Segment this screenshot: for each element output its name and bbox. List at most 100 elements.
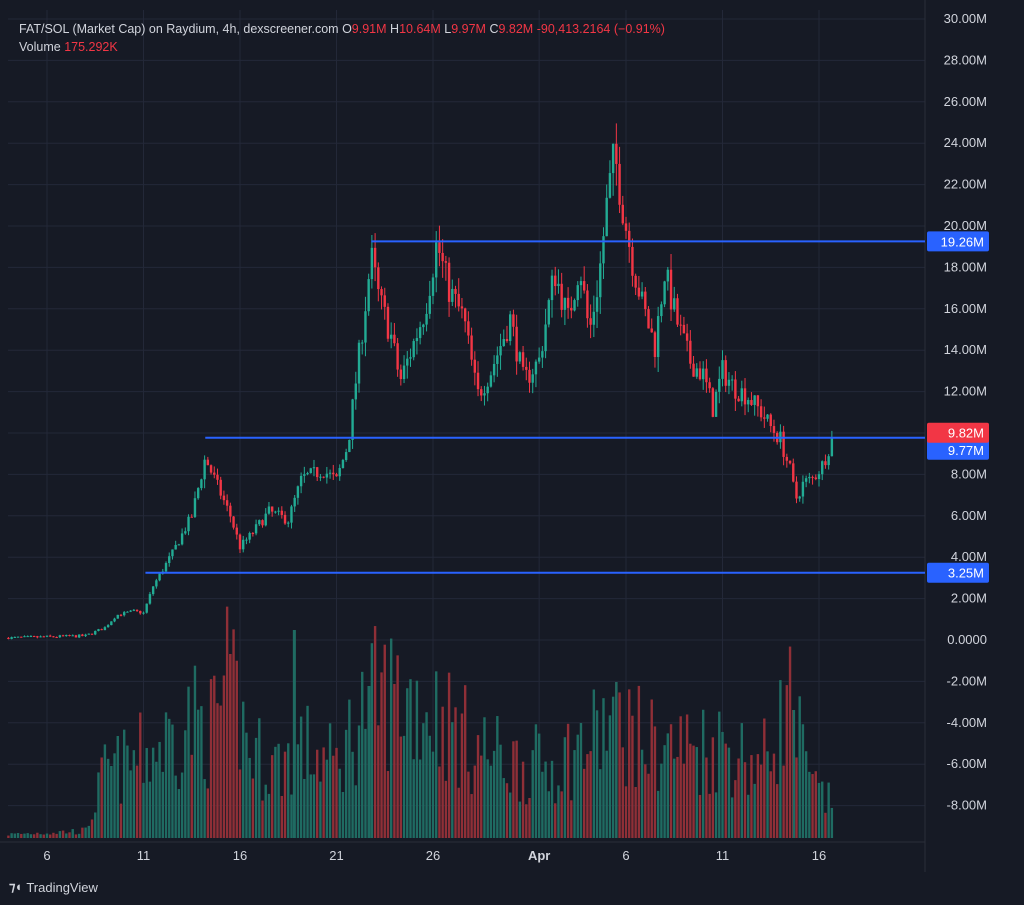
volume-bar xyxy=(370,643,374,838)
candle-body xyxy=(435,242,438,278)
volume-bar xyxy=(235,660,238,838)
volume-bar xyxy=(570,800,573,838)
volume-bar xyxy=(184,730,187,838)
candle-body xyxy=(644,291,647,310)
volume-bar xyxy=(779,680,782,838)
price-badge xyxy=(927,439,989,460)
y-tick-label: -4.00M xyxy=(947,715,987,730)
y-tick-label: 22.00M xyxy=(944,177,987,192)
candle-body xyxy=(293,497,296,507)
y-tick-label: -8.00M xyxy=(947,798,987,813)
candle-body xyxy=(711,388,715,417)
candle-body xyxy=(396,343,399,370)
x-tick-label: 21 xyxy=(329,848,343,863)
candle-body xyxy=(814,477,817,480)
volume-bar xyxy=(219,705,222,838)
volume-bar xyxy=(303,778,306,838)
candle-body xyxy=(509,314,512,342)
candle-body xyxy=(695,368,698,377)
candle-body xyxy=(547,300,550,325)
candle-body xyxy=(338,468,341,477)
symbol-title[interactable]: FAT/SOL (Market Cap) on Raydium, 4h, dex… xyxy=(19,22,339,36)
volume-bar xyxy=(817,782,821,838)
candle-body xyxy=(383,295,386,307)
candle-body xyxy=(367,279,370,312)
volume-bar xyxy=(49,834,52,838)
volume-row: Volume 175.292K xyxy=(19,38,665,56)
candle-body xyxy=(637,287,641,297)
high-value: 10.64M xyxy=(399,22,441,36)
volume-bar xyxy=(669,724,673,838)
candle-body xyxy=(499,346,502,356)
candle-body xyxy=(418,327,422,339)
candle-body xyxy=(821,461,824,475)
volume-bar xyxy=(171,724,174,838)
volume-bar xyxy=(460,713,464,838)
volume-bar xyxy=(213,675,216,838)
volume-bar xyxy=(68,832,71,838)
volume-bar xyxy=(106,758,110,838)
candle-body xyxy=(58,635,62,638)
candle-body xyxy=(364,311,367,343)
candle-body xyxy=(377,267,380,290)
candle-body xyxy=(737,398,740,402)
volume-bar xyxy=(309,774,312,838)
candle-body xyxy=(537,357,541,362)
candle-body xyxy=(26,636,29,638)
volume-bar xyxy=(557,785,560,838)
volume-bar xyxy=(785,685,789,838)
volume-bar xyxy=(451,722,454,838)
volume-bar xyxy=(123,729,126,838)
volume-bar xyxy=(447,672,451,838)
candle-body xyxy=(341,460,345,469)
volume-bar xyxy=(61,830,65,838)
y-axis[interactable]: 30.00M 28.00M 26.00M 24.00M 22.00M 20.00M 18.0… xyxy=(944,11,987,813)
candle-body xyxy=(599,263,602,298)
candle-body xyxy=(766,414,769,419)
volume-bar xyxy=(280,795,284,838)
volume-bar xyxy=(209,679,213,838)
volume-bar xyxy=(389,638,393,838)
footer[interactable]: ⁊◖ TradingView xyxy=(9,879,98,895)
candle-body xyxy=(16,636,20,638)
candle-body xyxy=(740,388,743,402)
volume-bar xyxy=(618,692,621,838)
price-badge-label: 19.26M xyxy=(941,234,984,249)
y-tick-label: 2.00M xyxy=(951,591,987,606)
volume-bar xyxy=(13,833,17,838)
volume-bar xyxy=(454,707,457,838)
volume-bar xyxy=(319,781,322,838)
candle-body xyxy=(319,476,322,478)
candle-body xyxy=(608,173,612,198)
volume-bar xyxy=(579,722,583,838)
candle-body xyxy=(332,472,335,475)
candle-body xyxy=(148,594,152,604)
candle-body xyxy=(222,495,226,501)
candle-body xyxy=(785,456,789,461)
candle-body xyxy=(335,474,338,477)
x-axis[interactable]: 6 11 16 21 26 Apr 6 11 16 xyxy=(43,848,826,863)
candle-body xyxy=(158,573,161,581)
volume-bar xyxy=(383,644,386,838)
volume-bar xyxy=(402,735,406,838)
volume-bar xyxy=(650,699,653,838)
candle-body xyxy=(656,316,660,358)
volume-bar xyxy=(251,778,255,838)
volume-bar xyxy=(168,718,171,838)
volume-bar xyxy=(705,757,708,838)
volume-bar xyxy=(537,733,541,838)
volume-bar xyxy=(721,731,724,838)
volume-bar xyxy=(431,751,435,838)
candle-body xyxy=(274,511,277,513)
candle-body xyxy=(13,636,17,638)
x-tick-label: 6 xyxy=(43,848,50,863)
volume-label: Volume xyxy=(19,40,61,54)
volume-bar xyxy=(798,696,801,838)
volume-bar xyxy=(357,725,361,838)
volume-bar xyxy=(763,718,766,838)
candle-body xyxy=(164,563,168,572)
candle-body xyxy=(393,334,396,344)
volume-bar xyxy=(772,753,776,838)
candle-body xyxy=(344,452,348,461)
